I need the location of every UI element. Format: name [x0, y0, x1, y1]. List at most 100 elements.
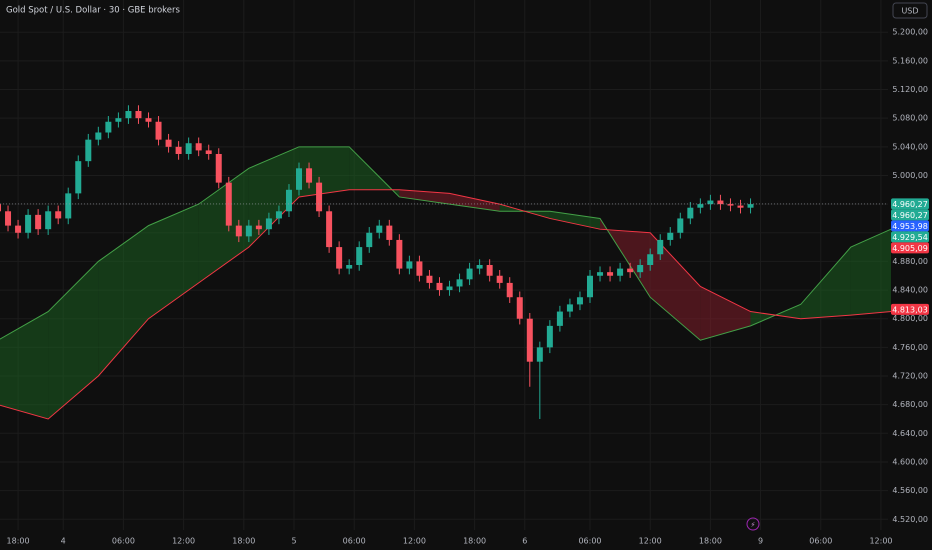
candle-body [215, 153, 222, 183]
candle-body [336, 247, 343, 269]
candle-body [165, 139, 172, 147]
candle-body [85, 139, 92, 162]
cloud-fill [248, 146, 300, 248]
y-tick-label: 5.200,00 [892, 28, 928, 37]
currency-label[interactable]: USD [901, 7, 918, 16]
candle-body [15, 225, 22, 233]
candle-body [556, 311, 563, 326]
price-label: 4.960,27 [892, 211, 928, 220]
chart-title: Gold Spot / U.S. Dollar · 30 · GBE broke… [6, 6, 180, 16]
candle-body [35, 214, 42, 230]
y-tick-label: 4.640,00 [892, 429, 928, 438]
candle-body [657, 239, 664, 255]
y-tick-label: 5.080,00 [892, 114, 928, 123]
candle-body [456, 279, 463, 287]
x-tick-label: 6 [522, 537, 527, 546]
candle-body [326, 211, 333, 248]
price-label-box [891, 220, 929, 232]
price-label-box [891, 303, 929, 315]
cloud-fill [650, 232, 701, 341]
y-tick-label: 4.760,00 [892, 343, 928, 352]
candle-body [426, 275, 433, 283]
candle-body [576, 297, 583, 305]
x-tick-label: 06:00 [809, 537, 832, 546]
y-tick-label: 5.040,00 [892, 142, 928, 151]
currency-button[interactable] [892, 2, 928, 19]
candle-body [546, 325, 553, 348]
y-tick-label: 4.720,00 [892, 372, 928, 381]
candle-body [296, 168, 303, 190]
candle-body [586, 275, 593, 298]
cloud-fill [549, 211, 601, 230]
candle-body [145, 118, 152, 122]
x-tick-label: 12:00 [403, 537, 426, 546]
candle-body [376, 225, 383, 233]
cloud-fill [800, 247, 851, 319]
candle-body [275, 211, 282, 219]
candle-body [25, 214, 32, 233]
price-label-box [891, 198, 929, 210]
x-tick-label: 12:00 [639, 537, 662, 546]
candle-body [406, 261, 413, 269]
candle-body [476, 265, 483, 269]
candle-body [717, 200, 724, 205]
candle-body [95, 132, 102, 140]
cloud-span-a [0, 146, 892, 341]
candle-body [727, 204, 734, 206]
candle-body [506, 282, 513, 298]
price-label: 4.929,54 [892, 233, 928, 242]
price-label: 4.953,98 [892, 222, 928, 231]
x-tick-label: 12:00 [869, 537, 892, 546]
price-label: 4.960,27 [892, 200, 928, 209]
cloud-span-b [0, 189, 892, 420]
candle-body [496, 275, 503, 283]
y-tick-label: 4.520,00 [892, 515, 928, 524]
cloud-fill [48, 261, 99, 419]
y-tick-label: 4.560,00 [892, 486, 928, 495]
candle-body [155, 121, 162, 140]
x-tick-label: 5 [291, 537, 296, 546]
cloud-fill [198, 168, 249, 283]
x-tick-label: 06:00 [343, 537, 366, 546]
candle-body [306, 168, 313, 183]
candle-body [75, 161, 82, 194]
candle-body [396, 239, 403, 269]
x-tick-label: 18:00 [232, 537, 255, 546]
candle-body [65, 193, 72, 219]
candle-body [245, 225, 252, 237]
price-label: 4.905,09 [892, 244, 928, 253]
event-icon[interactable] [746, 517, 760, 531]
candle-body [356, 247, 363, 265]
price-label: 4.813,03 [892, 305, 928, 314]
cloud-fill [449, 193, 500, 212]
axes: 4.520,00 4.560,00 4.600,00 4.640,00 4.680,00… [7, 28, 929, 546]
candle-body [536, 347, 543, 362]
x-tick-label: 18:00 [463, 537, 486, 546]
candle-body [627, 268, 634, 273]
candle-body [5, 211, 12, 226]
candle-body [486, 265, 493, 276]
y-tick-label: 4.840,00 [892, 286, 928, 295]
candle-body [255, 225, 262, 230]
candle-body [135, 111, 142, 119]
candle-body [677, 218, 684, 233]
x-tick-label: 18:00 [7, 537, 30, 546]
x-tick-label: 9 [758, 537, 763, 546]
cloud-fill [750, 304, 801, 326]
candle-body [436, 282, 443, 291]
candle-body [516, 297, 523, 319]
candle-body [617, 268, 624, 276]
candle-body [737, 205, 744, 208]
cloud-fill [399, 189, 450, 205]
candle-body [526, 318, 533, 362]
candle-body [647, 254, 654, 265]
y-tick-label: 4.800,00 [892, 314, 928, 323]
cloud-fill [700, 286, 751, 341]
candle-body [316, 182, 323, 212]
candle-body [235, 225, 242, 237]
event-icon-glyph[interactable]: ⚡ [751, 521, 756, 529]
candle-body [637, 265, 644, 273]
candle-body [597, 272, 604, 276]
price-label-box [891, 209, 929, 221]
